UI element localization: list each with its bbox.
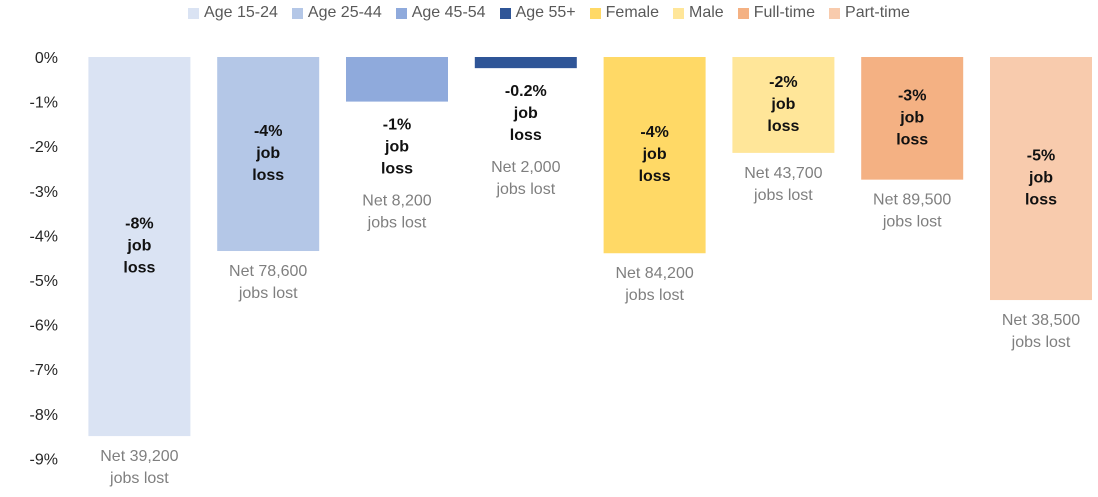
y-tick-label: -9%: [30, 451, 58, 468]
bar-value-label: job: [642, 146, 667, 163]
bar-value-label: loss: [510, 127, 542, 144]
net-jobs-label: jobs lost: [624, 287, 684, 304]
bar-value-label: -0.2%: [505, 83, 547, 100]
bar-value-label: job: [126, 238, 151, 255]
net-jobs-label: Net 38,500: [1002, 312, 1080, 329]
bar-value-label: loss: [896, 131, 928, 148]
y-tick-label: -8%: [30, 407, 58, 424]
y-tick-label: -3%: [30, 184, 58, 201]
y-tick-label: -5%: [30, 273, 58, 290]
net-jobs-label: Net 8,200: [362, 193, 431, 210]
bar-value-label: loss: [767, 118, 799, 135]
net-jobs-label: jobs lost: [1011, 334, 1071, 351]
y-tick-label: 0%: [35, 50, 58, 67]
bar-value-label: loss: [252, 167, 284, 184]
net-jobs-label: Net 84,200: [615, 265, 693, 282]
y-tick-label: -7%: [30, 362, 58, 379]
y-tick-label: -1%: [30, 95, 58, 112]
bar-value-label: loss: [1025, 192, 1057, 209]
net-jobs-label: jobs lost: [495, 181, 555, 198]
bar-value-label: job: [255, 145, 280, 162]
bar-value-label: -4%: [640, 124, 668, 141]
bar-value-label: -5%: [1027, 148, 1055, 165]
net-jobs-label: jobs lost: [753, 187, 813, 204]
net-jobs-label: jobs lost: [109, 470, 169, 487]
y-tick-label: -2%: [30, 139, 58, 156]
net-jobs-label: jobs lost: [882, 214, 942, 231]
net-jobs-label: Net 39,200: [100, 448, 178, 465]
bar-value-label: -8%: [125, 216, 153, 233]
y-tick-label: -4%: [30, 228, 58, 245]
bar-value-label: job: [1028, 170, 1053, 187]
bar-value-label: job: [899, 109, 924, 126]
bar-value-label: -2%: [769, 74, 797, 91]
net-jobs-label: Net 2,000: [491, 159, 560, 176]
net-jobs-label: jobs lost: [238, 285, 298, 302]
bar-value-label: job: [513, 105, 538, 122]
bar-value-label: loss: [123, 260, 155, 277]
net-jobs-label: jobs lost: [367, 215, 427, 232]
net-jobs-label: Net 89,500: [873, 192, 951, 209]
bar-value-label: -1%: [383, 117, 411, 134]
bar: [475, 57, 577, 68]
net-jobs-label: Net 43,700: [744, 165, 822, 182]
bar-value-label: -3%: [898, 87, 926, 104]
y-tick-label: -6%: [30, 318, 58, 335]
bar-value-label: loss: [639, 168, 671, 185]
bar-value-label: -4%: [254, 123, 282, 140]
bar-value-label: job: [384, 139, 409, 156]
bar-value-label: job: [770, 96, 795, 113]
net-jobs-label: Net 78,600: [229, 263, 307, 280]
bar-value-label: loss: [381, 161, 413, 178]
bar: [346, 57, 448, 102]
